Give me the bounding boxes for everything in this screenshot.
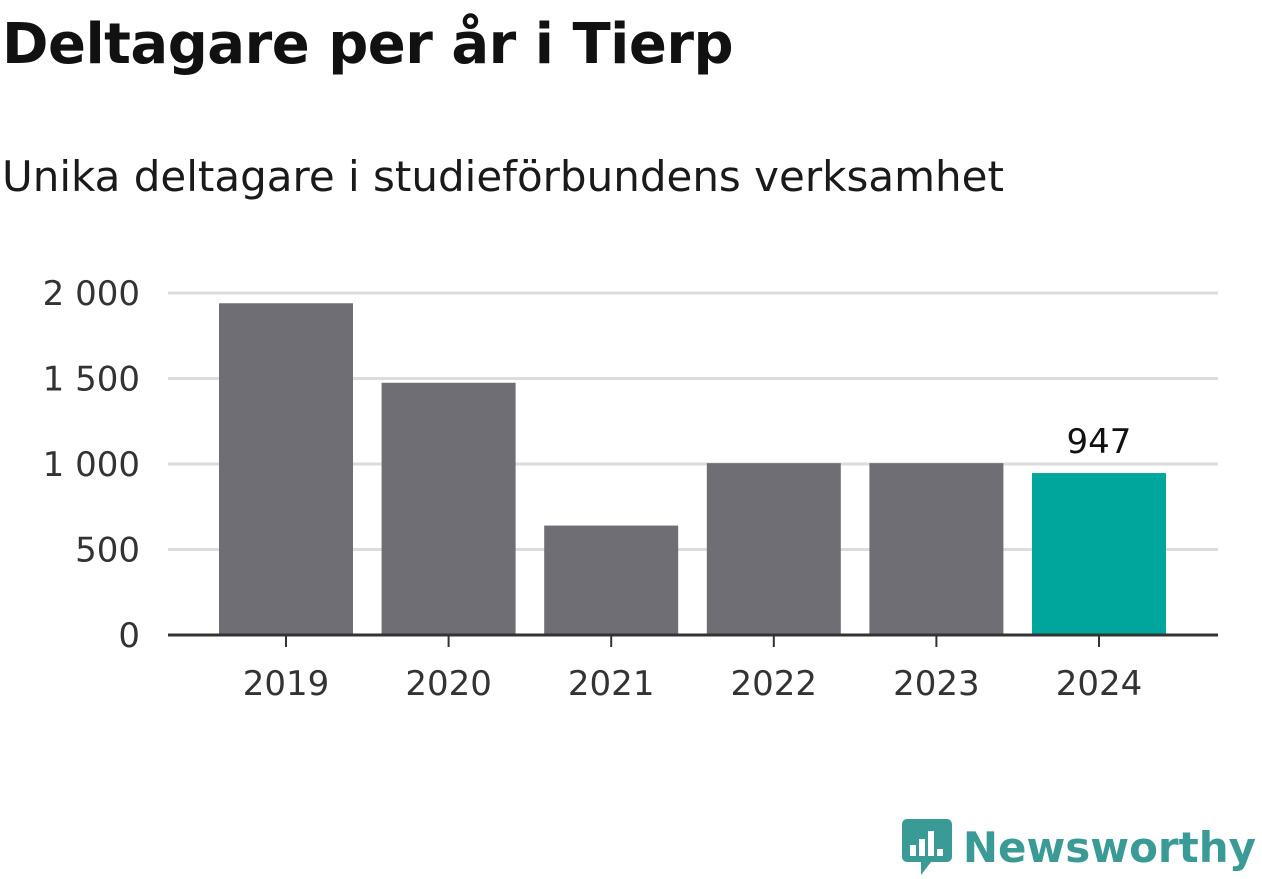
brand-logo: Newsworthy (901, 817, 1256, 877)
bar (219, 303, 353, 635)
bar (869, 463, 1004, 635)
bar-chart: 0 500 1 000 1 500 2 000 2019 2020 2021 2022 2023 2… (43, 274, 1218, 704)
x-tick-label: 2024 (1056, 664, 1143, 704)
bar (1032, 473, 1166, 635)
bar (381, 382, 516, 635)
y-tick-label: 500 (75, 531, 140, 571)
y-tick-label: 2 000 (43, 274, 140, 314)
x-tick-label: 2022 (731, 664, 818, 704)
brand-name: Newsworthy (962, 822, 1256, 872)
y-tick-label: 1 500 (43, 360, 140, 400)
x-tick-label: 2023 (893, 664, 980, 704)
chart-title: Deltagare per år i Tierp (2, 12, 734, 77)
y-tick-label: 0 (118, 616, 140, 656)
x-tick-label: 2021 (568, 664, 655, 704)
x-tick-label: 2019 (243, 664, 330, 704)
axes (168, 633, 1218, 647)
data-label: 947 (1067, 422, 1132, 462)
labels: 0 500 1 000 1 500 2 000 2019 2020 2021 2022 2023 2… (43, 274, 1143, 704)
bar (706, 463, 841, 635)
y-tick-label: 1 000 (43, 445, 140, 485)
chart-subtitle: Unika deltagare i studieförbundens verks… (2, 152, 1004, 201)
bar (544, 525, 679, 635)
x-tick-label: 2020 (405, 664, 492, 704)
bars (219, 303, 1166, 635)
newsworthy-logo-icon (901, 819, 952, 875)
